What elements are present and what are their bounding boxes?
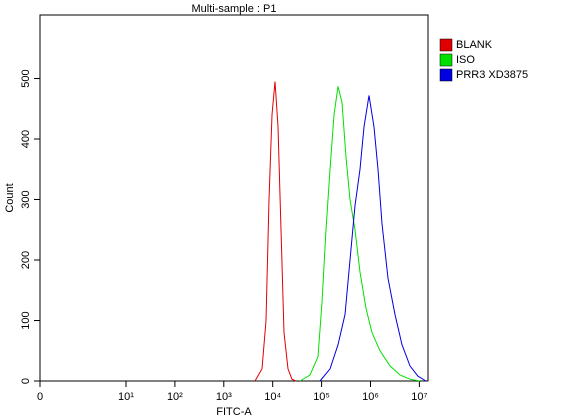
legend-swatch xyxy=(439,53,453,67)
legend-label: ISO xyxy=(456,54,475,66)
legend-swatch xyxy=(439,68,453,82)
x-axis-label: FITC-A xyxy=(216,406,252,418)
x-tick-label: 10⁴ xyxy=(264,391,281,403)
plot-frame xyxy=(39,14,429,382)
y-tick-label: 300 xyxy=(20,190,32,208)
histogram-line xyxy=(319,95,427,382)
histogram-line xyxy=(299,86,421,382)
histogram-line xyxy=(254,81,297,382)
legend-swatch xyxy=(439,38,453,52)
y-tick-label: 200 xyxy=(20,251,32,269)
x-tick-label: 10⁷ xyxy=(411,391,427,403)
legend-label: PRR3 XD3875 xyxy=(456,69,528,81)
x-tick-label: 0 xyxy=(37,391,43,403)
x-tick-label: 10² xyxy=(167,391,183,403)
x-tick-label: 10³ xyxy=(216,391,232,403)
y-tick-label: 100 xyxy=(20,311,32,329)
chart-title: Multi-sample : P1 xyxy=(192,3,277,15)
x-tick-label: 10⁵ xyxy=(313,391,330,403)
y-tick-label: 400 xyxy=(20,130,32,148)
y-tick-label: 0 xyxy=(20,378,32,384)
x-tick-label: 10¹ xyxy=(118,391,134,403)
x-tick-label: 10⁶ xyxy=(362,391,379,403)
y-axis-label: Count xyxy=(4,183,16,212)
y-tick-label: 500 xyxy=(20,69,32,87)
legend-label: BLANK xyxy=(456,39,493,51)
